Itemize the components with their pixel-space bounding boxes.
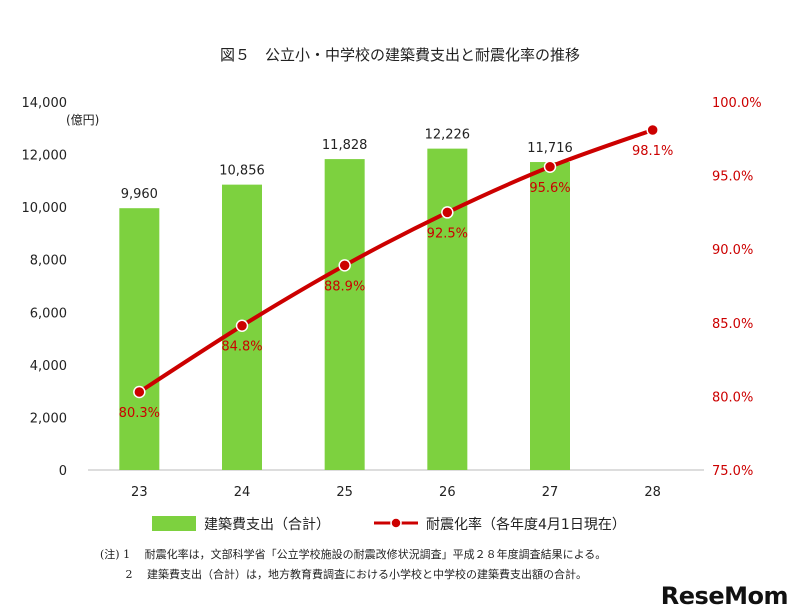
line-value-label: 98.1%	[632, 144, 673, 159]
left-axis-tick-label: 4,000	[30, 359, 67, 374]
line-value-label: 95.6%	[529, 181, 570, 196]
x-axis-tick-label: 23	[131, 485, 148, 500]
footnote-2: 2 建築費支出（合計）は，地方教育費調査における小学校と中学校の建築費支出額の合…	[100, 568, 587, 581]
legend-bar-label: 建築費支出（合計）	[204, 517, 330, 533]
line-path	[137, 127, 655, 394]
left-axis-unit: (億円)	[66, 113, 99, 127]
x-axis-ticks: 23 24 25 26 27 28	[131, 485, 661, 500]
line-value-label: 80.3%	[119, 406, 160, 421]
x-axis-tick-label: 27	[542, 485, 559, 500]
bar-value-label: 9,960	[121, 187, 158, 202]
bar-value-label: 11,828	[322, 138, 368, 153]
line-point	[338, 259, 351, 272]
left-axis-tick-label: 14,000	[22, 96, 68, 111]
right-axis-tick-label: 95.0%	[712, 170, 753, 185]
bar	[530, 162, 570, 471]
right-axis-tick-label: 100.0%	[712, 96, 762, 111]
right-axis-tick-label: 75.0%	[712, 464, 753, 479]
x-axis-tick-label: 25	[336, 485, 353, 500]
bar	[427, 148, 468, 470]
x-axis-tick-label: 24	[234, 485, 251, 500]
right-axis-tick-label: 90.0%	[712, 243, 753, 258]
bar	[119, 208, 160, 471]
left-axis-tick-label: 12,000	[22, 149, 68, 164]
left-axis-tick-label: 6,000	[30, 306, 67, 321]
watermark-logo: ReseMom	[660, 582, 789, 610]
line-point	[235, 319, 249, 332]
footnote-1: (注) 1 耐震化率は，文部科学省「公立学校施設の耐震改修状況調査」平成２８年度…	[100, 548, 607, 561]
bar-value-label: 11,716	[527, 141, 573, 156]
left-axis-tick-label: 8,000	[30, 254, 67, 269]
line-value-label: 84.8%	[221, 340, 262, 355]
line-point	[441, 206, 454, 219]
bar	[324, 159, 365, 470]
x-axis-tick-label: 26	[439, 485, 456, 500]
left-axis-tick-label: 0	[59, 464, 67, 479]
legend-line-marker	[390, 517, 402, 529]
left-axis-tick-label: 2,000	[30, 411, 67, 426]
right-axis-tick-label: 80.0%	[712, 390, 753, 405]
line-value-label: 92.5%	[427, 226, 468, 241]
line-series	[133, 123, 659, 399]
chart: 図５ 公立小・中学校の建築費支出と耐震化率の推移 (億円) 0 2,000 4,00…	[22, 46, 762, 533]
line-value-label: 88.9%	[324, 279, 365, 294]
bar-value-labels: 9,960 10,856 11,828 12,226 11,716	[121, 128, 573, 203]
left-axis-tick-label: 10,000	[22, 201, 68, 216]
bar-series	[119, 148, 570, 471]
left-axis-ticks: 0 2,000 4,000 6,000 8,000 10,000 12,000 14,000	[22, 96, 68, 479]
line-value-labels: 80.3% 84.8% 88.9% 92.5% 95.6% 98.1%	[119, 144, 674, 421]
line-point	[543, 160, 557, 174]
legend: 建築費支出（合計） 耐震化率（各年度4月1日現在）	[152, 516, 626, 533]
right-axis-tick-label: 85.0%	[712, 317, 753, 332]
right-axis-ticks: 75.0% 80.0% 85.0% 90.0% 95.0% 100.0%	[712, 96, 762, 479]
legend-bar-swatch	[152, 516, 196, 531]
legend-line-label: 耐震化率（各年度4月1日現在）	[426, 516, 626, 533]
bar-value-label: 10,856	[219, 164, 265, 179]
chart-title: 図５ 公立小・中学校の建築費支出と耐震化率の推移	[220, 46, 580, 64]
line-point	[133, 385, 146, 399]
line-point	[646, 123, 659, 137]
bar-value-label: 12,226	[425, 128, 471, 143]
x-axis-tick-label: 28	[644, 485, 661, 500]
